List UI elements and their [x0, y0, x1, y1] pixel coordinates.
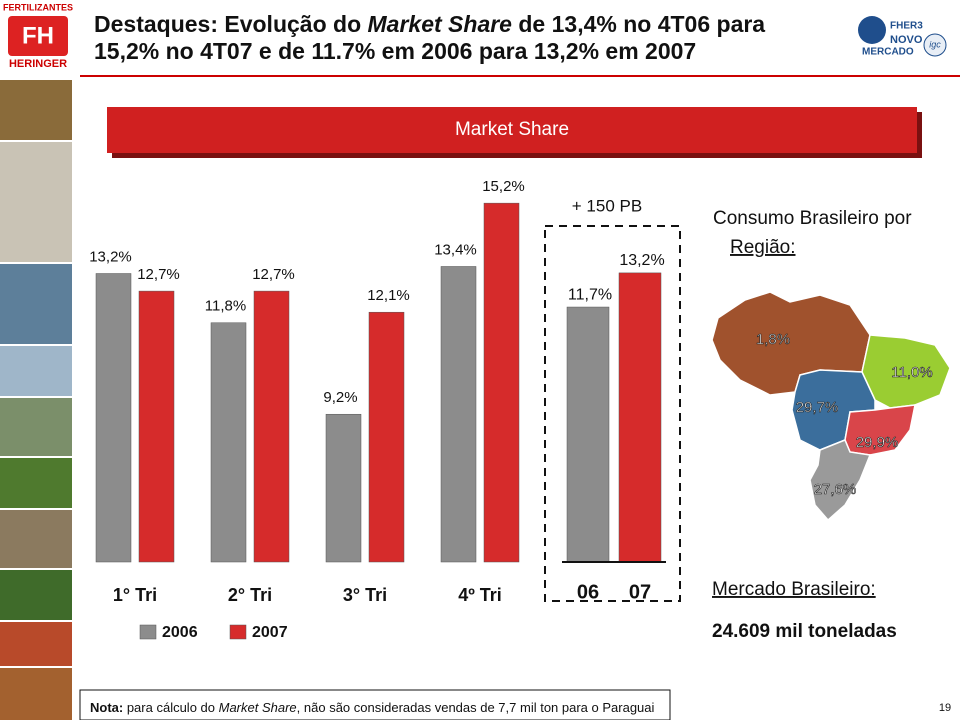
- map-region: [809, 439, 872, 522]
- footnote: Nota: para cálculo do Market Share, não …: [90, 700, 655, 715]
- title-part: Destaques: Evolução do: [94, 11, 368, 37]
- photo: [0, 80, 72, 140]
- data-label: 12,7%: [252, 266, 295, 283]
- photo: [0, 622, 72, 666]
- bar: [566, 306, 610, 563]
- x-tick-label: 2° Tri: [228, 585, 272, 605]
- photo: [0, 346, 72, 396]
- x-tick-label: 4º Tri: [458, 585, 502, 605]
- title-line-2: 15,2% no 4T07 e de 11.7% em 2006 para 13…: [94, 38, 696, 64]
- photo: [0, 570, 72, 620]
- logo-text: FHER3: [890, 21, 923, 32]
- photo-strip: [0, 80, 72, 720]
- photo: [0, 668, 72, 720]
- logo-icon: [923, 33, 947, 57]
- x-tick-label: 06: [577, 581, 599, 603]
- legend-swatch: [229, 624, 247, 640]
- photo: [0, 510, 72, 568]
- footnote-part: , não são consideradas vendas de 7,7 mil…: [297, 700, 655, 715]
- bar: [618, 272, 662, 563]
- region-label: 29,9%: [856, 434, 899, 451]
- banner: [107, 107, 917, 153]
- market-total: 24.609 mil toneladas: [712, 621, 897, 642]
- footnote-box: [79, 689, 671, 720]
- data-label: 12,7%: [137, 266, 180, 283]
- logo-text: MERCADO: [862, 47, 914, 58]
- data-label: 15,2%: [482, 178, 525, 195]
- logo-text: igc: [929, 39, 941, 49]
- bar: [253, 290, 290, 563]
- title-part: Market Share: [368, 11, 513, 37]
- page-number: 19: [939, 702, 951, 714]
- annotation: + 150 PB: [572, 196, 642, 215]
- data-label: 11,8%: [205, 298, 246, 315]
- region-label: 1,8%: [756, 331, 790, 348]
- bar: [138, 290, 175, 563]
- map-title: Região:: [730, 237, 796, 258]
- title-line-1: Destaques: Evolução do Market Share de 1…: [94, 11, 765, 37]
- legend-label: 2007: [252, 624, 288, 641]
- bar: [325, 413, 362, 563]
- bar: [368, 311, 405, 563]
- footnote-part: Nota:: [90, 700, 123, 715]
- footnote-part: para cálculo do: [123, 700, 218, 715]
- bar: [440, 266, 477, 563]
- data-label: 13,4%: [434, 241, 477, 258]
- bar: [210, 322, 247, 563]
- photo: [0, 398, 72, 456]
- map-region: [861, 334, 951, 409]
- logo-mark: [8, 16, 68, 56]
- legend-label: 2006: [162, 624, 198, 641]
- legend-swatch: [139, 624, 157, 640]
- photo: [0, 458, 72, 508]
- logo-glyph: FH: [22, 22, 54, 49]
- logo-top: FERTILIZANTES: [3, 2, 73, 12]
- photo: [0, 142, 72, 262]
- region-label: 29,7%: [796, 399, 839, 416]
- logo-text: NOVO: [890, 34, 923, 46]
- data-label: 9,2%: [323, 389, 357, 406]
- region-label: 27,6%: [814, 481, 857, 498]
- logo-bottom: HERINGER: [9, 58, 67, 70]
- data-label: 11,7%: [568, 286, 612, 303]
- bar: [95, 273, 132, 563]
- title-part: de 13,4% no 4T06 para: [512, 11, 765, 37]
- data-label: 13,2%: [89, 248, 132, 265]
- logo-icon: [858, 16, 886, 44]
- footnote-part: Market Share: [219, 700, 297, 715]
- x-tick-label: 3° Tri: [343, 585, 387, 605]
- market-label: Mercado Brasileiro:: [712, 579, 876, 600]
- region-label: 11,0%: [891, 364, 932, 381]
- annual-box: [544, 225, 681, 602]
- data-label: 13,2%: [619, 252, 664, 269]
- photo: [0, 264, 72, 344]
- data-label: 12,1%: [367, 287, 410, 304]
- map-title: Consumo Brasileiro por: [713, 208, 912, 229]
- chart-title: Market Share: [455, 119, 569, 140]
- x-tick-label: 1° Tri: [113, 585, 157, 605]
- bar: [483, 202, 520, 563]
- x-tick-label: 07: [629, 581, 651, 603]
